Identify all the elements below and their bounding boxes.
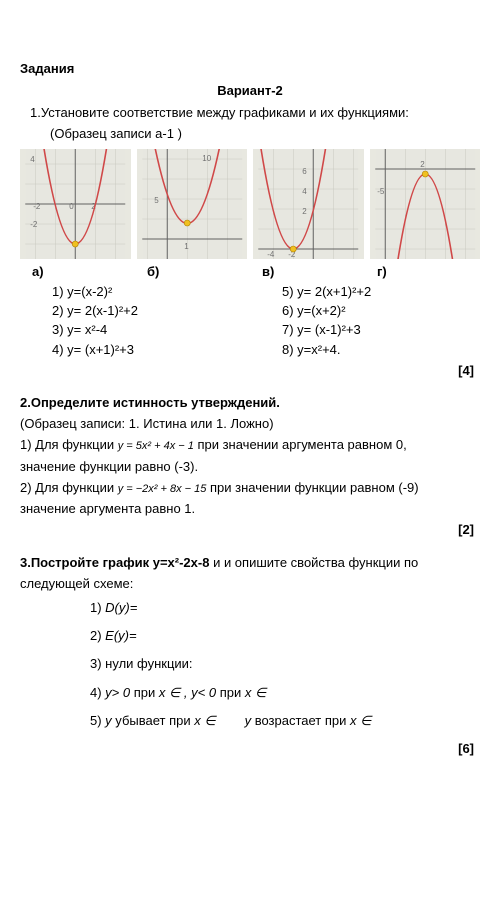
s4a: 4) [90, 685, 105, 700]
task1-sample: (Образец записи а-1 ) [50, 125, 480, 143]
s5f: возрастает при [251, 713, 350, 728]
func-col-left: 1) у=(х-2)² 2) у= 2(х-1)²+2 3) у= х²-4 4… [20, 283, 250, 360]
func-1: 1) у=(х-2)² [52, 283, 250, 301]
t3-lb: и и опишите свойства функции по [209, 555, 418, 570]
func-5: 5) у= 2(х+1)²+2 [282, 283, 480, 301]
t2-l1eq: у = 5х² + 4х − 1 [118, 440, 194, 452]
scheme-1: 1) D(y)= [90, 599, 480, 617]
func-6: 6) у=(х+2)² [282, 302, 480, 320]
task3-line1: 3.Постройте график у=х²-2х-8 и и опишите… [20, 554, 480, 572]
s4f: при [216, 685, 245, 700]
func-7: 7) у= (х-1)²+3 [282, 321, 480, 339]
t2-l1b: при значении аргумента равном 0, [194, 437, 407, 452]
variant-title: Вариант-2 [20, 82, 480, 100]
scheme-3: 3) нули функции: [90, 655, 480, 673]
task1-text: 1.Установите соответствие между графикам… [30, 104, 480, 122]
graphs-row: 4 -2 -2 2 0 10 5 1 [20, 149, 480, 259]
letter-a: а) [20, 263, 135, 281]
svg-text:-5: -5 [377, 187, 385, 196]
s4g: х ∈ [245, 685, 266, 700]
letter-v: в) [250, 263, 365, 281]
t2-l1a: 1) Для функции [20, 437, 118, 452]
s2a: 2) [90, 628, 105, 643]
svg-text:4: 4 [30, 155, 35, 164]
t2-l2a: 2) Для функции [20, 480, 118, 495]
svg-text:4: 4 [302, 187, 307, 196]
func-col-right: 5) у= 2(х+1)²+2 6) у=(х+2)² 7) у= (х-1)²… [250, 283, 480, 360]
scheme-5: 5) у убывает при х ∈ у возрастает при х … [90, 712, 480, 730]
func-3: 3) у= х²-4 [52, 321, 250, 339]
task2-sample: (Образец записи: 1. Истина или 1. Ложно) [20, 415, 480, 433]
s5d: х ∈ [194, 713, 215, 728]
svg-text:-4: -4 [267, 250, 275, 259]
func-2: 2) у= 2(х-1)²+2 [52, 302, 250, 320]
graph-a: 4 -2 -2 2 0 [20, 149, 131, 259]
graph-letters: а) б) в) г) [20, 263, 480, 281]
svg-text:2: 2 [302, 207, 307, 216]
task3-line2: следующей схеме: [20, 575, 480, 593]
func-8: 8) у=х²+4. [282, 341, 480, 359]
s1a: 1) [90, 600, 105, 615]
s5a: 5) [90, 713, 105, 728]
letter-g: г) [365, 263, 480, 281]
task3-scheme: 1) D(y)= 2) E(y)= 3) нули функции: 4) у>… [90, 599, 480, 730]
scheme-2: 2) E(y)= [90, 627, 480, 645]
svg-text:6: 6 [302, 167, 307, 176]
t3-la: 3.Постройте график [20, 555, 153, 570]
s4c: при [130, 685, 159, 700]
s4e: у< 0 [188, 685, 217, 700]
s4d: х ∈ , [159, 685, 188, 700]
task2-line2: 2) Для функции у = −2х² + 8х − 15 при зн… [20, 479, 480, 497]
graph-v: 6 4 2 -4 -2 [253, 149, 364, 259]
task2-line1: 1) Для функции у = 5х² + 4х − 1 при знач… [20, 436, 480, 454]
t3-eq: у=х²-2х-8 [153, 555, 210, 570]
letter-b: б) [135, 263, 250, 281]
t2-l2eq: у = −2х² + 8х − 15 [118, 483, 207, 495]
func-4: 4) у= (х+1)²+3 [52, 341, 250, 359]
svg-text:10: 10 [202, 154, 211, 163]
task2-line1c: значение функции равно (-3). [20, 458, 480, 476]
s5c: убывает при [115, 713, 194, 728]
svg-text:0: 0 [69, 202, 74, 211]
functions-list: 1) у=(х-2)² 2) у= 2(х-1)²+2 3) у= х²-4 4… [20, 283, 480, 360]
svg-text:2: 2 [420, 160, 425, 169]
task2-line2c: значение аргумента равно 1. [20, 500, 480, 518]
task2-title: 2.Определите истинность утверждений. [20, 394, 480, 412]
tasks-heading: Задания [20, 60, 480, 78]
scheme-4: 4) у> 0 при х ∈ , у< 0 при х ∈ [90, 684, 480, 702]
s4b: у> 0 [105, 685, 130, 700]
s2b: E(y)= [105, 628, 136, 643]
graph-g: -5 2 [370, 149, 481, 259]
task3-points: [6] [20, 740, 480, 758]
svg-text:-2: -2 [33, 202, 41, 211]
s1b: D(y)= [105, 600, 137, 615]
svg-text:5: 5 [154, 196, 159, 205]
task1-points: [4] [20, 362, 480, 380]
graph-b: 10 5 1 [137, 149, 248, 259]
task2-points: [2] [20, 521, 480, 539]
svg-text:1: 1 [184, 242, 189, 251]
s5b: у [105, 713, 115, 728]
s5g: х ∈ [350, 713, 371, 728]
svg-text:-2: -2 [30, 220, 38, 229]
t2-l2b: при значении функции равном (-9) [206, 480, 418, 495]
